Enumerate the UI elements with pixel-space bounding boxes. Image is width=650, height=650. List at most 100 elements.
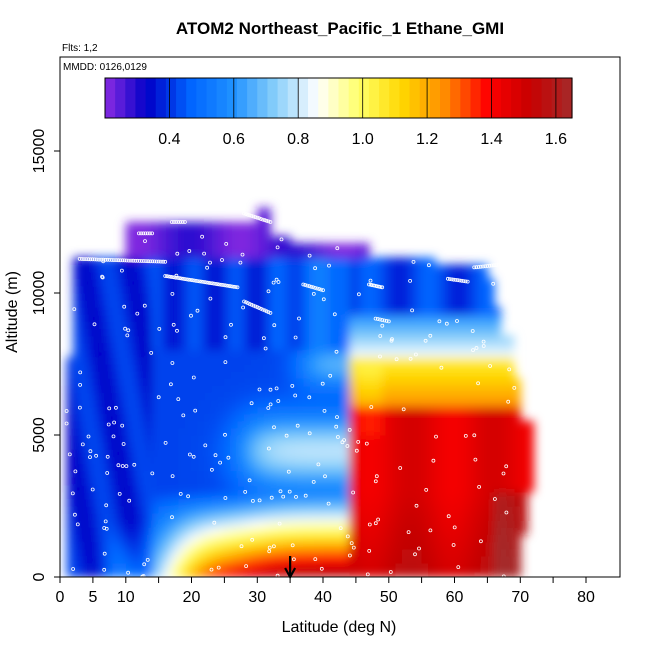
- heatmap-cell: [178, 555, 186, 564]
- heatmap-cell: [461, 264, 469, 273]
- heatmap-cell: [171, 406, 179, 415]
- heatmap-cell: [158, 449, 166, 457]
- colorbar-swatch: [236, 78, 248, 118]
- heatmap-cell: [480, 498, 488, 507]
- heatmap-cell: [507, 392, 515, 401]
- heatmap-cell: [474, 470, 482, 479]
- heatmap-cell: [349, 356, 357, 365]
- heatmap-cell: [401, 463, 410, 472]
- heatmap-cell: [237, 562, 245, 571]
- heatmap-cell: [323, 449, 331, 457]
- heatmap-cell: [165, 413, 173, 422]
- heatmap-cell: [355, 527, 364, 535]
- heatmap-cell: [342, 300, 350, 308]
- heatmap-cell: [171, 399, 179, 408]
- heatmap-cell: [158, 321, 166, 330]
- heatmap-cell: [342, 278, 350, 287]
- heatmap-cell: [99, 491, 107, 500]
- heatmap-cell: [395, 385, 403, 393]
- heatmap-cell: [191, 250, 199, 259]
- heatmap-cell: [349, 307, 357, 315]
- track-point: [382, 318, 387, 323]
- heatmap-cell: [106, 435, 114, 443]
- heatmap-cell: [467, 477, 475, 486]
- heatmap-cell: [493, 484, 502, 493]
- heatmap-cell: [474, 484, 482, 493]
- heatmap-cell: [349, 406, 357, 415]
- track-point: [512, 385, 517, 390]
- heatmap-cell: [309, 349, 318, 358]
- heatmap-cell: [290, 378, 298, 386]
- heatmap-cell: [474, 435, 482, 443]
- heatmap-cell: [152, 264, 160, 273]
- heatmap-cell: [408, 328, 416, 337]
- track-point: [150, 259, 155, 264]
- heatmap-cell: [257, 222, 265, 230]
- heatmap-cell: [165, 498, 173, 507]
- heatmap-cell: [276, 257, 285, 266]
- heatmap-cell: [461, 562, 469, 571]
- heatmap-cell: [171, 427, 179, 436]
- track-point: [474, 265, 479, 270]
- heatmap-cell: [204, 307, 212, 315]
- heatmap-cell: [138, 569, 147, 577]
- heatmap-cell: [500, 506, 508, 514]
- heatmap-cell: [86, 498, 94, 507]
- track-point: [223, 432, 227, 437]
- heatmap-cell: [487, 335, 495, 344]
- track-point: [244, 564, 249, 568]
- heatmap-cell: [171, 470, 179, 479]
- heatmap-cell: [461, 342, 469, 351]
- heatmap-cell: [145, 449, 153, 457]
- heatmap-cell: [204, 257, 212, 266]
- heatmap-cell: [257, 449, 265, 457]
- heatmap-cell: [461, 520, 469, 528]
- track-point: [184, 277, 189, 282]
- heatmap-cell: [86, 314, 94, 322]
- track-point: [121, 442, 126, 446]
- heatmap-cell: [92, 555, 101, 564]
- heatmap-cell: [79, 307, 87, 315]
- heatmap-cell: [73, 548, 81, 557]
- heatmap-cell: [388, 506, 396, 514]
- heatmap-cell: [382, 562, 390, 571]
- heatmap-cell: [447, 285, 456, 294]
- heatmap-cell: [526, 449, 535, 457]
- heatmap-cell: [382, 257, 390, 266]
- heatmap-cell: [152, 378, 160, 386]
- heatmap-cell: [487, 470, 495, 479]
- heatmap-cell: [323, 321, 331, 330]
- heatmap-cell: [184, 470, 193, 479]
- track-point: [434, 434, 438, 439]
- heatmap-cell: [132, 236, 140, 244]
- heatmap-cell: [73, 477, 81, 486]
- heatmap-cell: [520, 477, 528, 486]
- heatmap-cell: [165, 484, 173, 493]
- heatmap-cell: [283, 491, 291, 500]
- heatmap-cell: [296, 498, 304, 507]
- heatmap-cell: [99, 371, 107, 379]
- heatmap-cell: [303, 534, 311, 543]
- heatmap-cell: [270, 342, 278, 351]
- heatmap-cell: [66, 371, 74, 379]
- track-point: [187, 249, 192, 253]
- heatmap-cell: [421, 534, 429, 543]
- heatmap-cell: [467, 513, 475, 521]
- heatmap-cell: [158, 285, 166, 294]
- heatmap-cell: [362, 314, 370, 322]
- heatmap-cell: [362, 371, 370, 379]
- track-point: [506, 399, 511, 404]
- colorbar-swatch: [521, 78, 532, 118]
- track-point: [212, 281, 216, 286]
- heatmap-cell: [73, 328, 81, 337]
- heatmap-cell: [138, 236, 147, 244]
- heatmap-cell: [487, 356, 495, 365]
- heatmap-cell: [434, 356, 442, 365]
- heatmap-cell: [119, 356, 127, 365]
- heatmap-cell: [441, 413, 449, 422]
- heatmap-cell: [296, 456, 304, 464]
- heatmap-cell: [250, 399, 258, 408]
- heatmap-cell: [86, 470, 94, 479]
- track-point: [142, 303, 147, 308]
- heatmap-cell: [138, 307, 147, 315]
